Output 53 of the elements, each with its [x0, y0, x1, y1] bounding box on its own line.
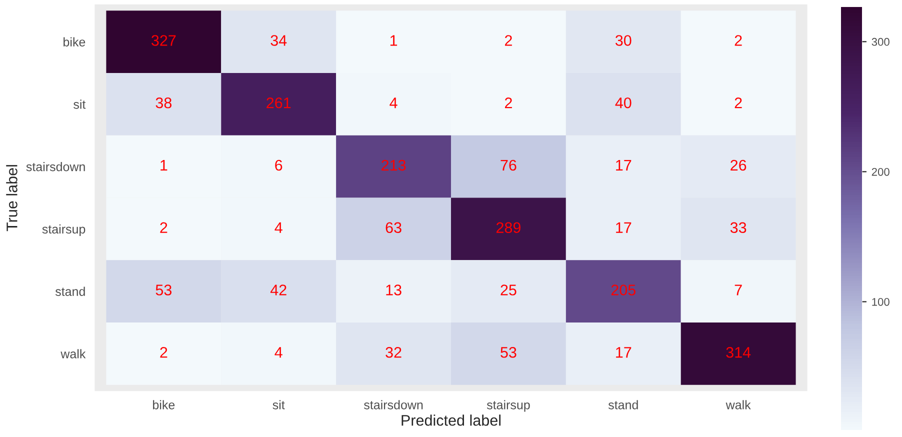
- data-label: 314: [726, 346, 751, 358]
- data-label: 40: [615, 97, 632, 108]
- y-tick-label: sit: [74, 100, 86, 109]
- data-label: 2: [504, 97, 512, 108]
- y-tick-label: stairsdown: [26, 162, 85, 172]
- y-tick-label: stairsup: [42, 224, 86, 236]
- x-tick-label: stairsdown: [364, 400, 423, 410]
- x-tick-label: stairsup: [486, 400, 530, 412]
- data-label: 213: [382, 160, 406, 171]
- data-label: 1: [160, 160, 168, 171]
- data-label: 76: [500, 160, 516, 171]
- data-label: 261: [266, 97, 291, 108]
- data-label: 1: [390, 35, 398, 46]
- data-label: 2: [160, 346, 168, 358]
- data-label: 6: [275, 160, 282, 171]
- data-label: 2: [160, 222, 168, 233]
- y-tick-label: stand: [55, 286, 85, 296]
- data-label: 33: [730, 222, 746, 234]
- data-label: 53: [500, 346, 516, 358]
- x-axis-title: Predicted label: [402, 414, 501, 426]
- data-label: 25: [500, 284, 516, 296]
- data-label: 32: [386, 346, 402, 358]
- data-label: 4: [390, 98, 398, 108]
- data-label: 2: [504, 35, 512, 46]
- data-label: 2: [734, 35, 742, 46]
- y-tick-label: walk: [60, 349, 86, 358]
- data-label: 17: [616, 347, 632, 358]
- x-tick-label: walk: [726, 400, 751, 410]
- data-label: 30: [615, 35, 632, 46]
- data-label: 26: [730, 160, 746, 171]
- data-label: 34: [270, 35, 287, 46]
- data-label: 63: [386, 222, 402, 234]
- data-label: 38: [156, 97, 172, 108]
- data-label: 17: [616, 222, 632, 233]
- data-label: 53: [156, 284, 172, 296]
- data-label: 17: [616, 160, 632, 171]
- data-label: 327: [152, 35, 176, 46]
- y-tick-label: bike: [64, 37, 86, 46]
- x-tick-label: bike: [153, 400, 175, 410]
- color-bar-label: 200: [872, 168, 890, 176]
- color-bar-label: 100: [872, 298, 890, 306]
- x-tick-label: stand: [608, 400, 638, 410]
- x-tick-label: sit: [272, 400, 285, 410]
- data-label: 289: [496, 222, 520, 234]
- color-bar-label: 300: [872, 38, 890, 46]
- data-label: 42: [270, 284, 286, 296]
- data-label: 4: [274, 222, 282, 233]
- y-axis-title: True label: [6, 165, 18, 232]
- data-label: 7: [734, 284, 742, 296]
- data-label: 4: [274, 347, 282, 358]
- data-label: 2: [734, 97, 742, 108]
- data-label: 205: [611, 284, 636, 296]
- data-label: 13: [386, 284, 402, 296]
